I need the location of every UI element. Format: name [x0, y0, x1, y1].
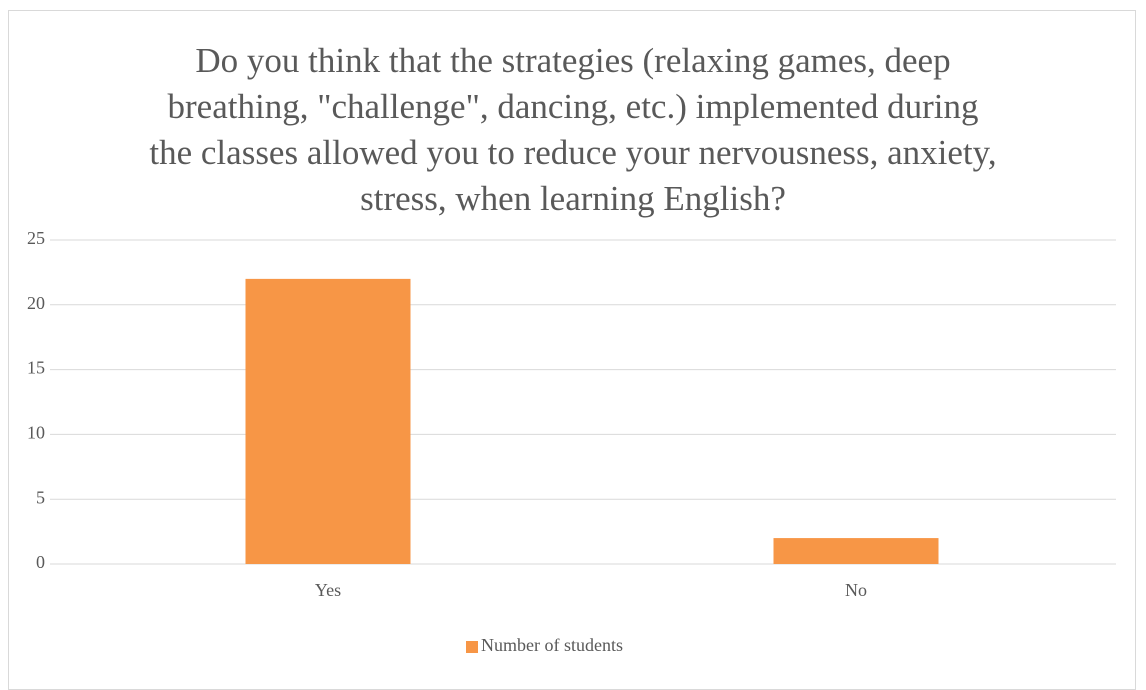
legend-swatch	[466, 641, 478, 653]
chart-title: Do you think that the strategies (relaxi…	[149, 41, 997, 218]
y-tick-label: 0	[36, 552, 45, 572]
y-tick-label: 25	[27, 228, 45, 248]
y-tick-label: 5	[36, 487, 45, 507]
y-tick-label: 20	[27, 293, 45, 313]
x-tick-label: No	[845, 580, 867, 600]
bar	[245, 278, 411, 564]
y-tick-label: 10	[27, 423, 45, 443]
x-tick-label: Yes	[315, 580, 341, 600]
bar	[773, 538, 939, 564]
legend-label: Number of students	[481, 635, 623, 655]
y-tick-label: 15	[27, 358, 45, 378]
